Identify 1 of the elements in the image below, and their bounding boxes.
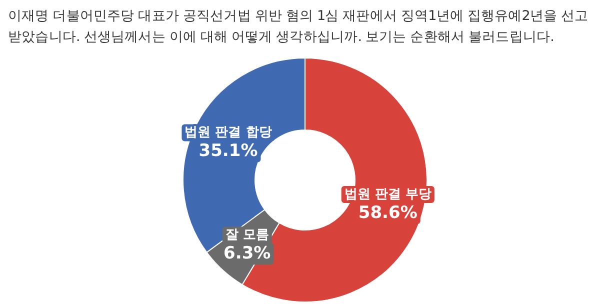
title: 이재명 더불어민주당 대표가 공직선거법 위반 혐의 1심 재판에서 징역1년에 집행유예2년을 선고 받았습니다. 선생님께서는 이에 대해 어떻게 생각하십니까. 보기는 순환해서 불러드립니다. <box>8 7 590 47</box>
